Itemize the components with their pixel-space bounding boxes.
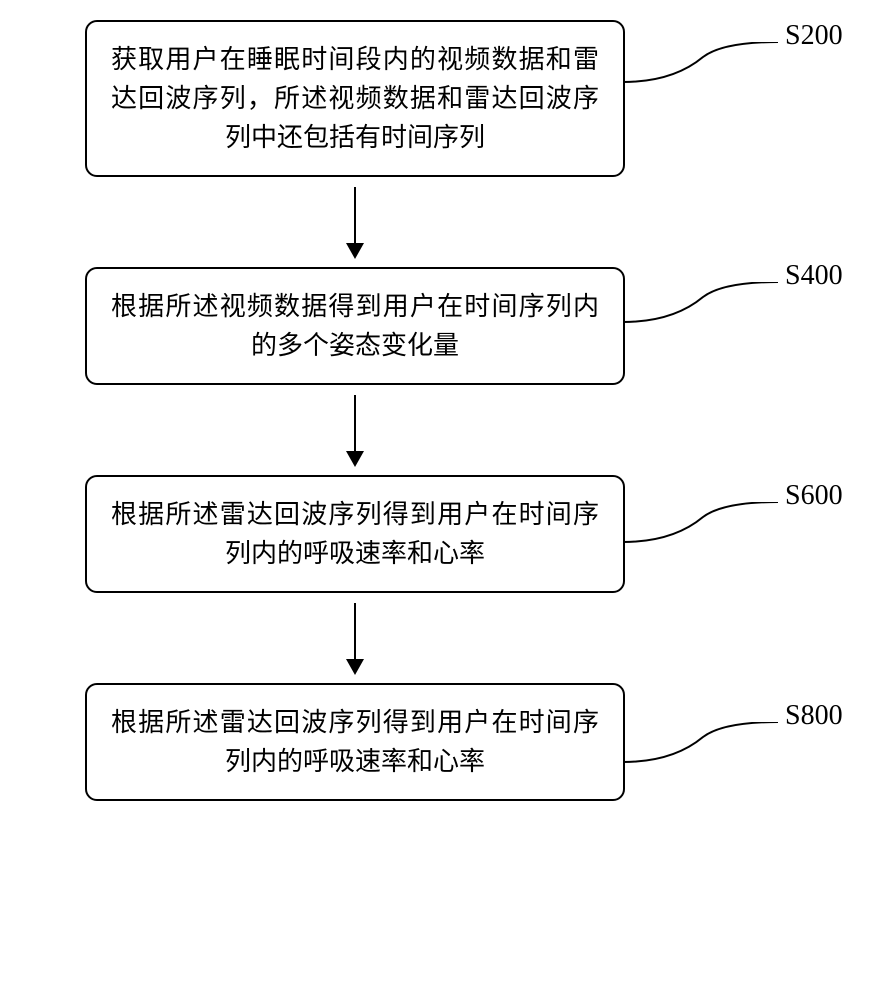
connector-s200 [623, 42, 793, 102]
flowchart-container: 获取用户在睡眠时间段内的视频数据和雷达回波序列，所述视频数据和雷达回波序列中还包… [85, 20, 805, 801]
step-text: 获取用户在睡眠时间段内的视频数据和雷达回波序列，所述视频数据和雷达回波序列中还包… [111, 45, 599, 152]
arrow-3 [85, 593, 625, 683]
arrow-2 [85, 385, 625, 475]
arrow-1 [85, 177, 625, 267]
step-label-s400: S400 [785, 260, 843, 292]
connector-s400 [623, 282, 793, 342]
flowchart-step-s200: 获取用户在睡眠时间段内的视频数据和雷达回波序列，所述视频数据和雷达回波序列中还包… [85, 20, 625, 177]
step-label-s800: S800 [785, 700, 843, 732]
flowchart-step-s400: 根据所述视频数据得到用户在时间序列内的多个姿态变化量 [85, 267, 625, 385]
flowchart-step-s800: 根据所述雷达回波序列得到用户在时间序列内的呼吸速率和心率 [85, 683, 625, 801]
connector-s800 [623, 722, 793, 782]
flowchart-step-s600: 根据所述雷达回波序列得到用户在时间序列内的呼吸速率和心率 [85, 475, 625, 593]
step-text: 根据所述雷达回波序列得到用户在时间序列内的呼吸速率和心率 [111, 708, 599, 776]
connector-s600 [623, 502, 793, 562]
step-label-s200: S200 [785, 20, 843, 52]
step-text: 根据所述雷达回波序列得到用户在时间序列内的呼吸速率和心率 [111, 500, 599, 568]
step-text: 根据所述视频数据得到用户在时间序列内的多个姿态变化量 [111, 292, 599, 360]
step-label-s600: S600 [785, 480, 843, 512]
